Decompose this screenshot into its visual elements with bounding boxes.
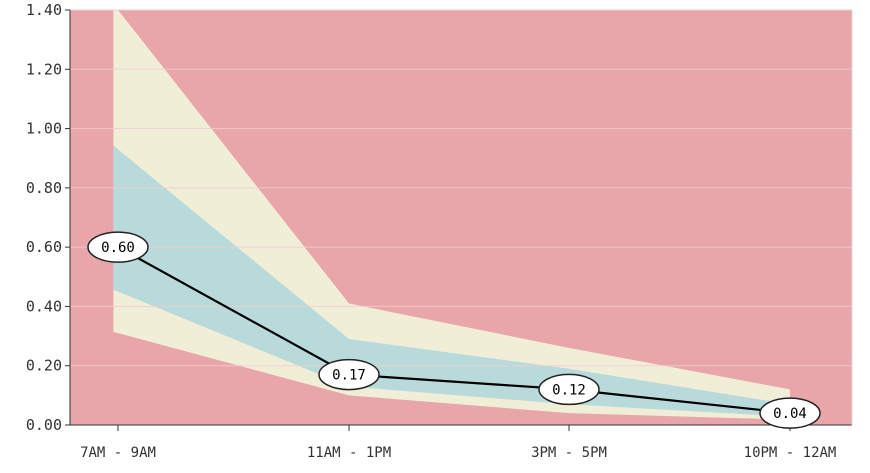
gridlines: [70, 9, 852, 367]
data-point-marker: [87, 231, 149, 263]
data-point-marker: [318, 358, 380, 391]
series-line: [117, 246, 791, 415]
data-point-marker: [759, 397, 821, 429]
x-tick-label: 10PM - 12AM: [744, 445, 837, 461]
band-inner: [113, 145, 790, 417]
y-tick-label: 0.80: [26, 179, 62, 197]
confidence-bands: [113, 10, 790, 420]
data-label: 0.17: [332, 368, 366, 384]
series-line-layer: [117, 246, 791, 415]
data-label: 0.60: [101, 240, 135, 256]
axes: 0.00 0.20 0.40 0.60 0.80 1.00 1.20 1.40 7AM - 9A…: [26, 1, 853, 461]
y-tick-label: 0.40: [26, 297, 62, 315]
y-tick-label: 0.20: [26, 357, 62, 375]
data-labels: 0.60 0.17 0.12 0.04: [87, 231, 821, 429]
x-tick-label: 7AM - 9AM: [80, 445, 156, 461]
y-tick-label: 1.20: [26, 60, 62, 78]
y-tick-label: 0.60: [26, 238, 62, 256]
data-label: 0.12: [552, 382, 586, 398]
data-label: 0.04: [773, 406, 807, 422]
x-tick-label: 3PM - 5PM: [531, 445, 607, 461]
y-tick-label: 1.00: [26, 120, 62, 138]
y-tick-label: 1.40: [26, 1, 62, 19]
data-point-marker: [538, 373, 600, 406]
y-tick-label: 0.00: [26, 416, 62, 434]
x-tick-label: 11AM - 1PM: [307, 445, 391, 461]
